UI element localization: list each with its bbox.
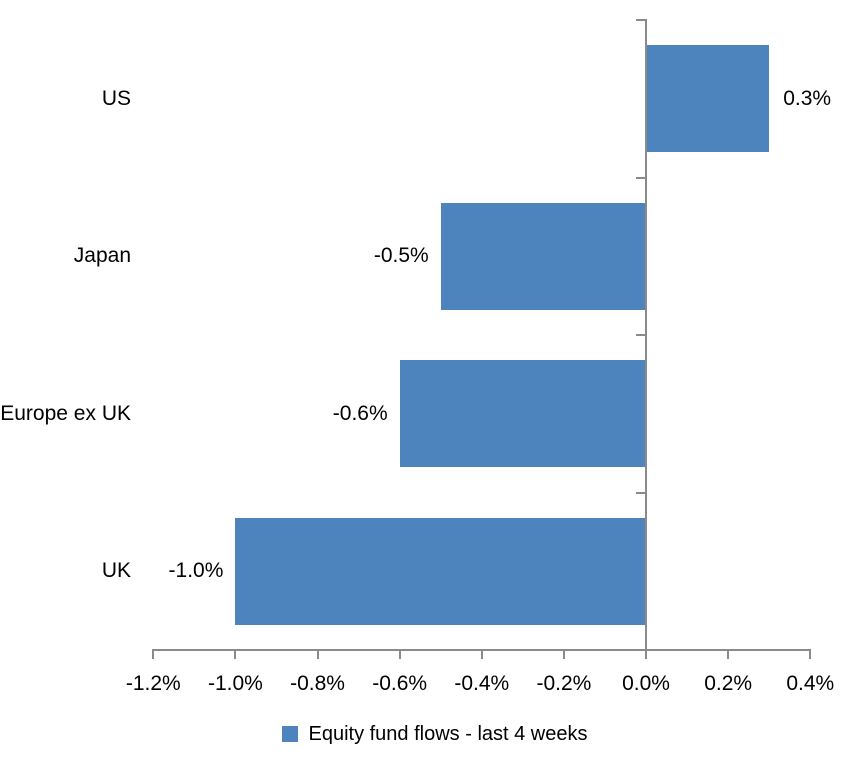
x-tick-label: -1.2% [125, 672, 181, 695]
value-label: -0.6% [332, 401, 388, 425]
bar [646, 45, 770, 153]
x-tick-label: 0.2% [704, 672, 753, 695]
x-axis-tick [562, 649, 565, 659]
x-tick-label: -1.0% [207, 672, 263, 695]
bar [235, 517, 646, 625]
value-label: 0.3% [783, 86, 832, 110]
x-axis-tick [645, 649, 647, 659]
y-axis-tick [636, 334, 646, 336]
x-tick-label: -0.4% [454, 672, 510, 695]
legend-label: Equity fund flows - last 4 weeks [308, 722, 588, 745]
y-axis-tick [636, 491, 646, 494]
category-label: US [101, 86, 131, 110]
y-axis-tick [636, 19, 646, 21]
x-axis-tick [234, 649, 237, 659]
x-tick-label: -0.6% [372, 672, 428, 695]
legend: Equity fund flows - last 4 weeks [0, 722, 852, 746]
x-tick-label: -0.8% [290, 672, 345, 695]
bar [440, 202, 646, 310]
category-label: Europe ex UK [0, 401, 131, 425]
x-tick-label: -0.2% [536, 672, 592, 695]
x-tick-label: 0.0% [622, 672, 670, 695]
x-axis-tick [316, 649, 319, 659]
category-label: UK [101, 559, 131, 583]
x-tick-label: 0.4% [786, 672, 835, 695]
x-axis-tick [809, 649, 812, 659]
bar [399, 360, 646, 468]
value-label: -1.0% [168, 559, 224, 583]
y-axis-tick [636, 176, 646, 179]
x-axis-tick [398, 649, 401, 659]
value-label: -0.5% [373, 244, 429, 268]
x-axis-tick [152, 649, 155, 659]
x-axis-tick [480, 649, 483, 659]
category-label: Japan [73, 244, 131, 268]
legend-swatch-icon [282, 726, 299, 742]
zero-axis-line [645, 19, 647, 651]
x-axis-tick [727, 649, 730, 659]
